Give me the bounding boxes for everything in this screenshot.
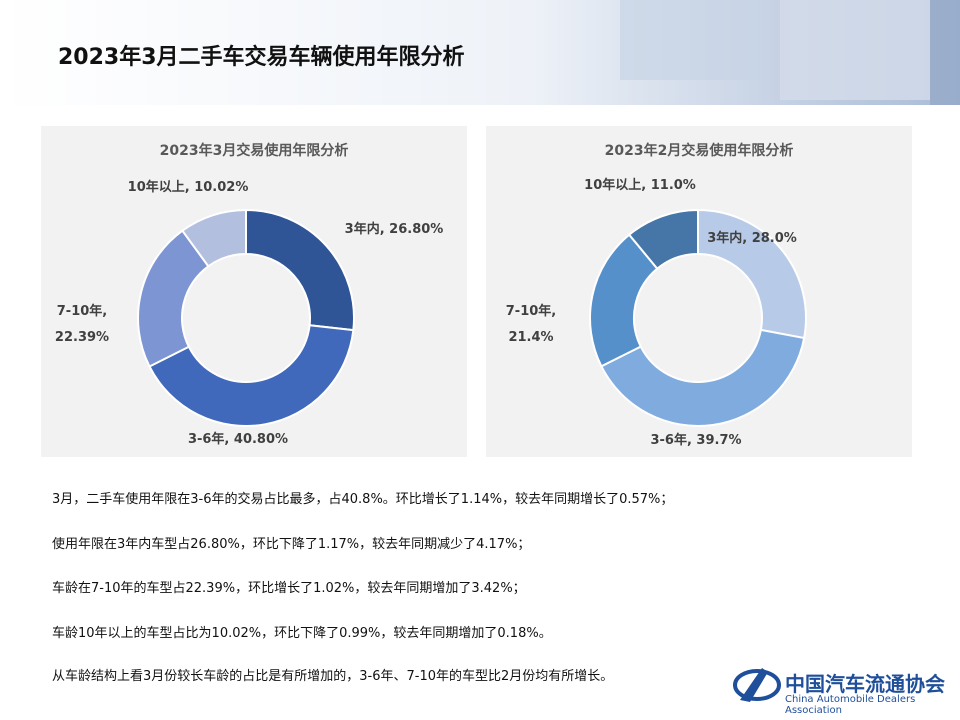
data-label: 3年内, 28.0% xyxy=(707,231,797,246)
data-label: 3-6年, 39.7% xyxy=(650,433,742,448)
data-label: 3-6年, 40.80% xyxy=(187,432,289,447)
note: 3月，二手车使用年限在3-6年的交易占比最多，占40.8%。环比增长了1.14%… xyxy=(52,492,674,507)
logo-name: 中国汽车流通协会 xyxy=(785,672,945,696)
donut-slice xyxy=(181,208,247,268)
data-label: 7-10年, 21.4% xyxy=(505,304,557,345)
donut-slice xyxy=(600,328,806,427)
donut-slice xyxy=(627,208,699,271)
data-label: 10年以上, 11.0% xyxy=(584,178,696,193)
note: 车龄在7-10年的车型占22.39%，环比增长了1.02%，较去年同期增加了3.… xyxy=(52,581,526,596)
note: 使用年限在3年内车型占26.80%，环比下降了1.17%，较去年同期减少了4.1… xyxy=(52,537,531,552)
logo-english: China Automobile Dealers Association xyxy=(785,694,916,716)
chart-title: 2023年2月交易使用年限分析 xyxy=(605,142,794,159)
header-banner: 2023年3月二手车交易车辆使用年限分析 xyxy=(0,0,960,105)
donut-slice xyxy=(697,208,807,340)
data-label: 7-10年, 22.39% xyxy=(54,304,110,345)
logo-icon xyxy=(733,668,781,702)
data-label: 10年以上, 10.02% xyxy=(127,180,249,195)
note: 从车龄结构上看3月份较长车龄的占比是有所增加的，3-6年、7-10年的车型比2月… xyxy=(52,669,614,684)
data-label: 3年内, 26.80% xyxy=(344,222,444,237)
note: 车龄10年以上的车型占比为10.02%，环比下降了0.99%，较去年同期增加了0… xyxy=(52,626,552,641)
slide-title: 2023年3月二手车交易车辆使用年限分析 xyxy=(58,44,465,70)
charts: 2023年3月交易使用年限分析 2023年2月交易使用年限分析 xyxy=(41,126,912,457)
chart-title: 2023年3月交易使用年限分析 xyxy=(160,142,349,159)
donut-slice xyxy=(148,324,355,427)
